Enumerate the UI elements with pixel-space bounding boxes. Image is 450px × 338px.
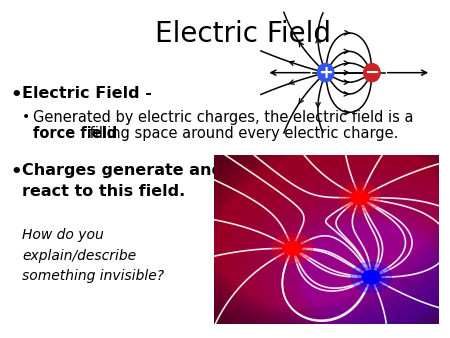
Circle shape xyxy=(364,64,380,82)
Circle shape xyxy=(284,242,302,255)
Text: Charges generate and
react to this field.: Charges generate and react to this field… xyxy=(22,163,223,199)
Text: Electric Field -: Electric Field - xyxy=(22,86,152,101)
Circle shape xyxy=(351,191,369,204)
Circle shape xyxy=(272,233,313,264)
Circle shape xyxy=(362,270,380,284)
Circle shape xyxy=(358,267,385,287)
Circle shape xyxy=(346,188,374,208)
Text: −: − xyxy=(364,64,379,82)
Text: Electric Field: Electric Field xyxy=(155,20,331,48)
Circle shape xyxy=(351,262,392,292)
Text: •: • xyxy=(22,110,30,124)
Circle shape xyxy=(279,238,306,259)
Text: Generated by electric charges, the electric field is a: Generated by electric charges, the elect… xyxy=(33,110,414,125)
Text: •: • xyxy=(10,86,22,104)
Text: •: • xyxy=(10,163,22,181)
Text: +: + xyxy=(318,64,333,82)
Text: force field: force field xyxy=(33,126,117,141)
Circle shape xyxy=(340,183,380,213)
Text: filling space around every electric charge.: filling space around every electric char… xyxy=(85,126,398,141)
Text: How do you
explain/describe
something invisible?: How do you explain/describe something in… xyxy=(22,228,164,283)
Circle shape xyxy=(317,64,334,82)
